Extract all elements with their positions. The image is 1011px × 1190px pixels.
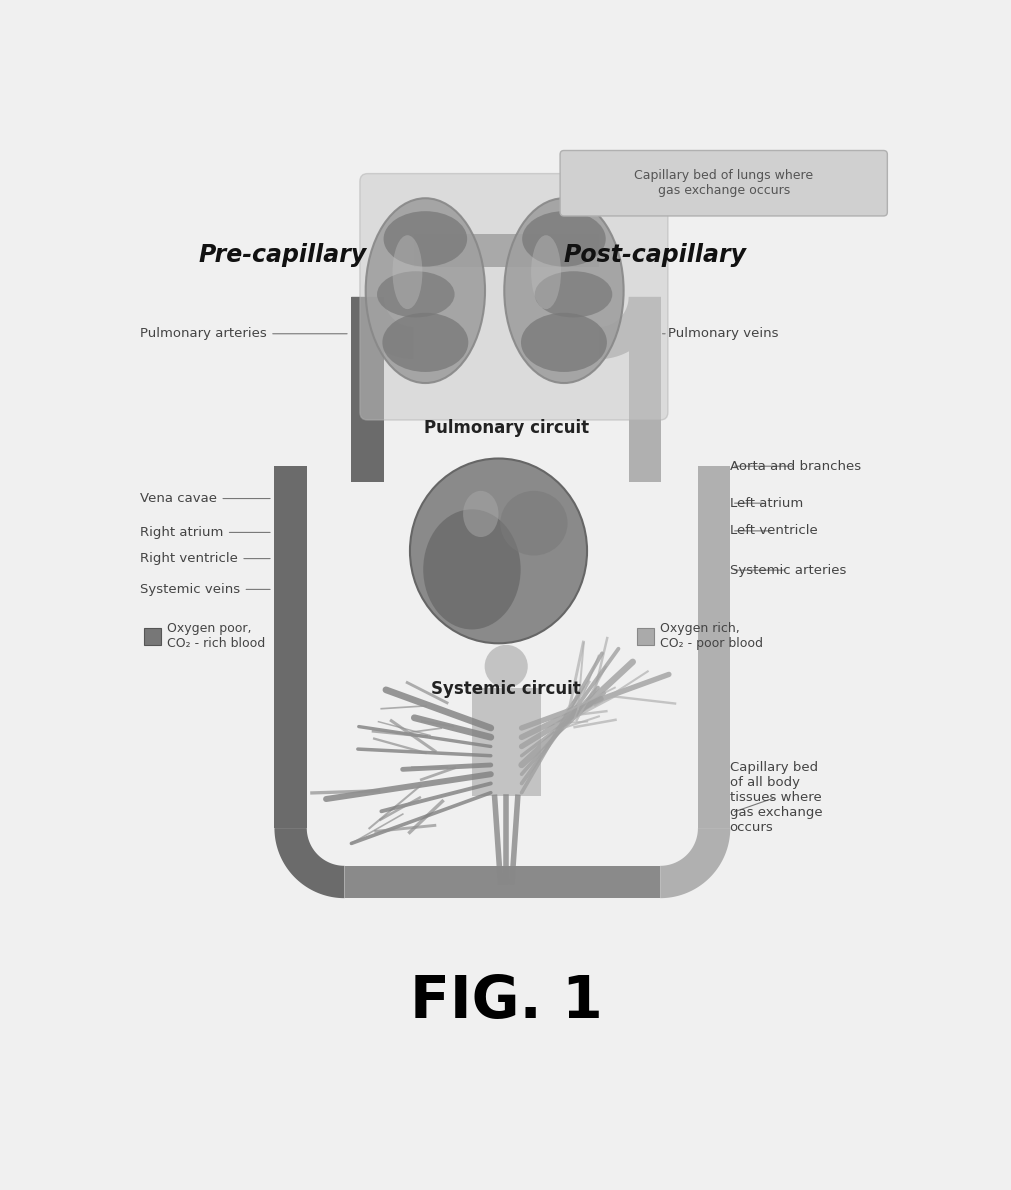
Ellipse shape <box>392 236 423 309</box>
Text: Systemic circuit: Systemic circuit <box>432 681 581 699</box>
Text: FIG. 1: FIG. 1 <box>409 973 603 1029</box>
Bar <box>345 866 660 898</box>
Text: Pre-capillary: Pre-capillary <box>198 243 366 267</box>
Polygon shape <box>274 828 345 898</box>
Ellipse shape <box>377 271 455 318</box>
FancyBboxPatch shape <box>360 174 668 420</box>
Text: Oxygen poor,
CO₂ - rich blood: Oxygen poor, CO₂ - rich blood <box>168 622 266 651</box>
Text: Right atrium: Right atrium <box>141 526 270 539</box>
Ellipse shape <box>531 236 561 309</box>
Text: Left ventricle: Left ventricle <box>730 525 817 538</box>
Bar <box>145 628 161 645</box>
Text: Vena cavae: Vena cavae <box>141 491 270 505</box>
Ellipse shape <box>504 199 624 383</box>
Text: Post-capillary: Post-capillary <box>564 243 747 267</box>
Bar <box>352 296 384 482</box>
Bar <box>471 688 541 796</box>
Ellipse shape <box>424 509 521 630</box>
Ellipse shape <box>366 199 485 383</box>
Bar <box>698 466 730 828</box>
Ellipse shape <box>409 458 587 644</box>
Text: Capillary bed of lungs where
gas exchange occurs: Capillary bed of lungs where gas exchang… <box>634 169 813 198</box>
Text: Right ventricle: Right ventricle <box>141 552 270 565</box>
Ellipse shape <box>500 490 567 556</box>
Ellipse shape <box>383 211 467 267</box>
Text: Aorta and branches: Aorta and branches <box>730 459 860 472</box>
Polygon shape <box>352 296 413 359</box>
Text: Systemic arteries: Systemic arteries <box>730 564 846 577</box>
Text: Systemic veins: Systemic veins <box>141 583 270 596</box>
Text: Oxygen rich,
CO₂ - poor blood: Oxygen rich, CO₂ - poor blood <box>660 622 763 651</box>
Ellipse shape <box>382 313 468 372</box>
Text: Pulmonary circuit: Pulmonary circuit <box>424 419 588 437</box>
Text: Capillary bed
of all body
tissues where
gas exchange
occurs: Capillary bed of all body tissues where … <box>730 760 822 834</box>
Text: Left atrium: Left atrium <box>730 496 803 509</box>
Bar <box>629 296 661 482</box>
Ellipse shape <box>521 313 607 372</box>
FancyBboxPatch shape <box>560 150 888 215</box>
Circle shape <box>484 645 528 688</box>
Polygon shape <box>660 828 730 898</box>
Text: Pulmonary arteries: Pulmonary arteries <box>141 327 347 340</box>
Bar <box>413 234 599 267</box>
Text: Pulmonary veins: Pulmonary veins <box>662 327 778 340</box>
Polygon shape <box>599 296 661 359</box>
Bar <box>274 466 306 828</box>
Ellipse shape <box>535 271 613 318</box>
Ellipse shape <box>522 211 606 267</box>
Bar <box>637 628 654 645</box>
Ellipse shape <box>463 490 498 537</box>
